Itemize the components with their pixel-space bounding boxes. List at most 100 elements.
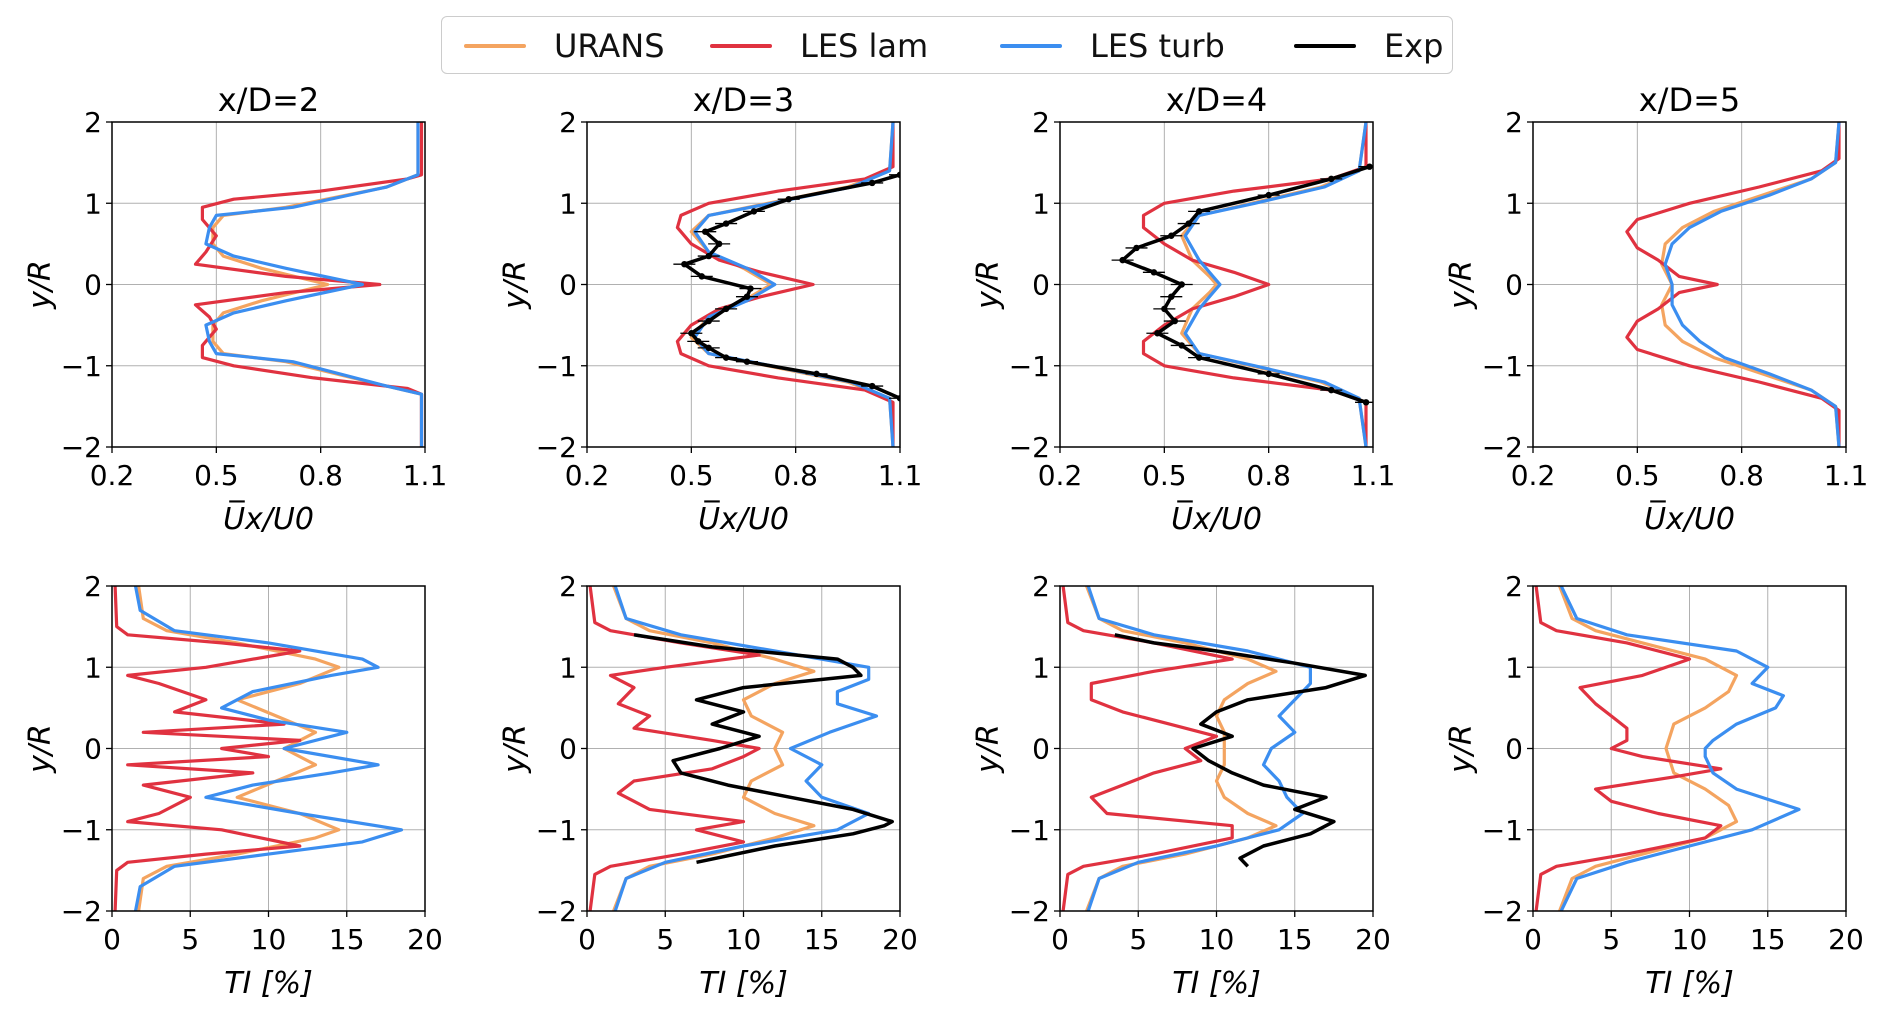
y-tick-label: −2 — [61, 895, 102, 928]
exp-point — [896, 395, 900, 402]
x-axis-label: U̅x/U0 — [223, 500, 314, 537]
exp-point — [868, 179, 876, 187]
panel-3: 0.2 0.5 0.8 1.1 −2 −1 0 1 2 x/D=4 y/R U̅x/U0 — [971, 81, 1395, 537]
x-tick-label: 1.1 — [1824, 459, 1869, 492]
y-axis-label: y/R — [971, 260, 1006, 310]
y-axis-label: y/R — [1444, 260, 1479, 310]
y-tick-label: 2 — [84, 106, 102, 139]
exp-point — [702, 228, 709, 235]
legend: URANS LES lam LES turb Exp — [441, 16, 1453, 74]
y-tick-label: −2 — [1482, 895, 1523, 928]
exp-point — [722, 354, 730, 361]
x-tick-label: 0.2 — [1511, 459, 1556, 492]
series-line-les-lam — [1061, 586, 1234, 911]
x-tick-label: 10 — [1672, 923, 1708, 956]
exp-point — [1265, 191, 1272, 199]
y-tick-label: −2 — [1009, 895, 1050, 928]
panel-title: x/D=4 — [1166, 81, 1268, 119]
exp-point — [705, 317, 712, 325]
x-tick-label: 5 — [1129, 923, 1147, 956]
panel-4: 0.2 0.5 0.8 1.1 −2 −1 0 1 2 x/D=5 y/R U̅x/U0 — [1444, 81, 1868, 537]
exp-point — [1133, 244, 1140, 252]
exp-point — [681, 260, 688, 268]
legend-swatch-exp — [1294, 44, 1356, 48]
x-tick-label: 15 — [1750, 923, 1786, 956]
legend-label-urans: URANS — [554, 27, 665, 65]
y-tick-label: 0 — [84, 269, 102, 302]
legend-item-urans: URANS — [464, 17, 665, 75]
x-tick-label: 0.5 — [1615, 459, 1660, 492]
panel-6: 0 5 10 15 20 −2 −1 0 1 2 y/R TI [%] — [498, 570, 918, 1001]
y-tick-label: −1 — [1482, 350, 1523, 383]
series-line-exp — [682, 173, 900, 400]
y-tick-label: −1 — [536, 350, 577, 383]
y-tick-label: −2 — [536, 895, 577, 928]
x-tick-label: 0.8 — [1246, 459, 1291, 492]
exp-point — [896, 171, 900, 179]
y-tick-label: 2 — [1505, 106, 1523, 139]
exp-point — [705, 344, 712, 352]
x-axis-label: U̅x/U0 — [698, 500, 789, 537]
series-line-les-lam — [588, 586, 761, 911]
exp-point — [1366, 163, 1373, 170]
y-axis-label: y/R — [971, 724, 1006, 774]
y-tick-label: 1 — [84, 187, 102, 220]
series-line-les-turb — [1183, 122, 1368, 447]
series-line-urans — [1558, 586, 1739, 911]
legend-item-les-lam: LES lam — [710, 17, 928, 75]
x-tick-label: 0.5 — [1142, 459, 1187, 492]
y-tick-label: −1 — [536, 814, 577, 847]
series-line-les-turb — [204, 122, 424, 447]
x-tick-label: 0.8 — [773, 459, 818, 492]
exp-point — [698, 273, 705, 280]
y-axis-label: y/R — [23, 724, 58, 774]
series-line-exp — [1114, 633, 1367, 868]
exp-point — [743, 293, 751, 300]
exp-point — [1185, 220, 1192, 227]
exp-point — [715, 240, 723, 248]
exp-point — [1195, 208, 1203, 215]
exp-point — [868, 382, 876, 390]
y-tick-label: 2 — [84, 570, 102, 603]
y-tick-label: 0 — [1032, 269, 1050, 302]
legend-item-exp: Exp — [1294, 17, 1443, 75]
x-axis-label: TI [%] — [224, 966, 313, 1001]
panel-8: 0 5 10 15 20 −2 −1 0 1 2 y/R TI [%] — [1444, 570, 1864, 1001]
x-tick-label: 10 — [726, 923, 762, 956]
x-tick-label: 15 — [329, 923, 365, 956]
series-line-les-turb — [1086, 586, 1313, 911]
series-line-les-lam — [1534, 586, 1723, 911]
exp-point — [688, 330, 695, 337]
y-tick-label: 0 — [1032, 733, 1050, 766]
y-tick-label: −2 — [536, 431, 577, 464]
x-axis-label: TI [%] — [1172, 966, 1261, 1001]
x-tick-label: 20 — [407, 923, 443, 956]
y-tick-label: 2 — [559, 106, 577, 139]
exp-point — [1328, 386, 1335, 394]
y-tick-label: 1 — [1505, 187, 1523, 220]
exp-point — [722, 305, 730, 313]
series-line-les-turb — [1559, 586, 1801, 911]
x-tick-label: 10 — [1199, 923, 1235, 956]
x-tick-label: 15 — [1277, 923, 1313, 956]
y-tick-label: 1 — [1032, 651, 1050, 684]
x-axis-label: TI [%] — [699, 966, 788, 1001]
panel-title: x/D=2 — [218, 81, 320, 119]
series-line-les-lam — [113, 586, 302, 911]
y-tick-label: −1 — [1482, 814, 1523, 847]
exp-point — [1328, 175, 1335, 183]
exp-point — [1168, 232, 1175, 239]
series-line-les-turb — [133, 586, 404, 911]
exp-point — [1362, 399, 1370, 406]
x-tick-label: 1.1 — [1351, 459, 1396, 492]
x-tick-label: 0.2 — [90, 459, 135, 492]
exp-point — [1195, 354, 1203, 361]
y-tick-label: −1 — [61, 814, 102, 847]
y-tick-label: −2 — [61, 431, 102, 464]
x-tick-label: 0 — [1051, 923, 1069, 956]
series-line-les-lam — [193, 122, 424, 447]
exp-point — [813, 370, 820, 378]
exp-point — [1168, 293, 1175, 300]
x-tick-label: 1.1 — [878, 459, 923, 492]
